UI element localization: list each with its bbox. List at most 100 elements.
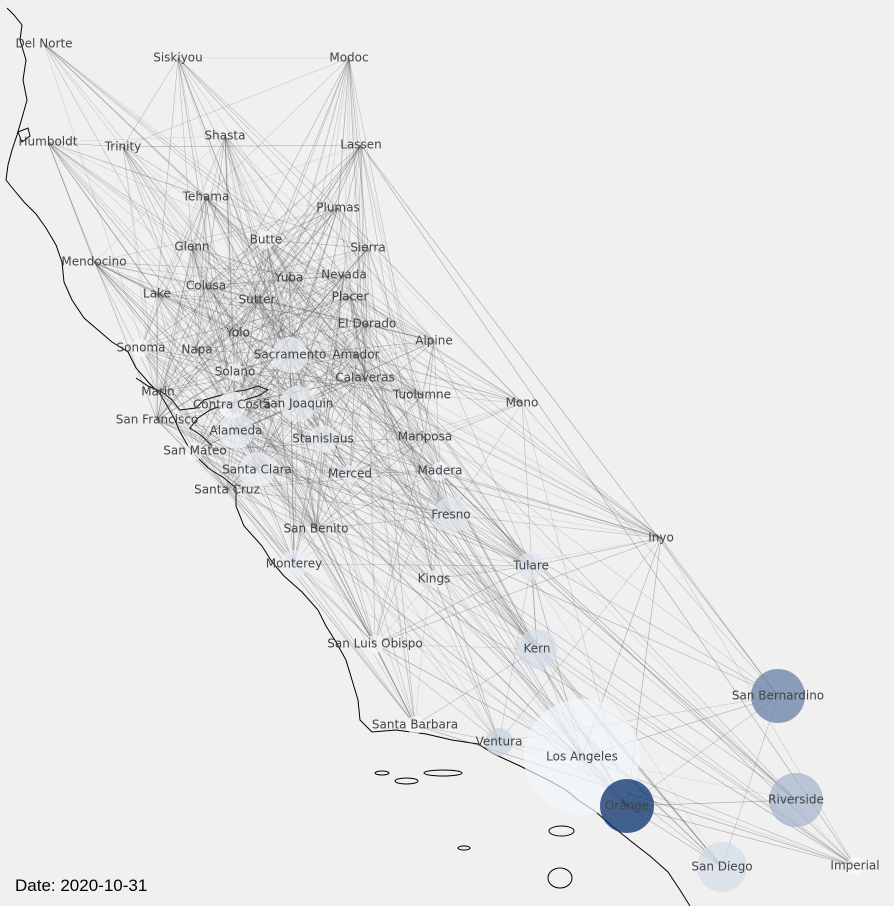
edge-modoc-nevada: [343, 57, 350, 276]
edge-butte-riverside: [265, 239, 797, 801]
edge-humboldt-mendocino: [47, 141, 95, 263]
edge-nevada-solano: [234, 274, 345, 373]
edge-tehama-sutter: [205, 196, 258, 301]
edge-sierra-mono: [367, 247, 523, 404]
edge-madera-san-luis-obispo: [374, 470, 441, 645]
edge-calaveras-tuolumne: [364, 377, 423, 396]
edge-solano-tuolumne: [234, 371, 423, 396]
edge-amador-merced: [349, 354, 357, 475]
edge-sierra-stanislaus: [322, 247, 369, 440]
edge-trinity-sutter: [122, 146, 258, 301]
edge-tehama-plumas: [205, 196, 339, 209]
edge-alpine-madera: [433, 340, 441, 472]
edge-solano-santa-barbara: [234, 371, 416, 726]
edge-madera-monterey: [293, 470, 441, 565]
edge-shasta-nevada: [224, 135, 345, 276]
edge-sierra-sacramento: [289, 247, 369, 356]
edge-orange-riverside: [626, 799, 797, 807]
edge-sierra-solano: [234, 247, 369, 373]
edge-placer-marin: [157, 296, 351, 393]
edge-tehama-sacramento: [205, 196, 291, 356]
edge-tehama-los-angeles: [205, 196, 583, 758]
edge-mendocino-monterey: [93, 261, 295, 565]
edge-plumas-mono: [337, 207, 523, 404]
edge-mendocino-colusa: [93, 261, 207, 287]
edge-calaveras-san-benito: [315, 377, 366, 530]
edge-sutter-yolo: [237, 299, 258, 334]
edge-sierra-santa-clara: [256, 247, 369, 471]
label-los-angeles: Los Angeles: [546, 750, 618, 764]
edge-fresno-inyo: [450, 514, 662, 539]
edge-stanislaus-inyo: [322, 438, 662, 539]
edge-plumas-el-dorado: [337, 207, 368, 325]
edge-humboldt-napa: [47, 141, 198, 351]
edge-lassen-san-bernardino: [360, 144, 779, 697]
edge-tehama-placer: [205, 196, 351, 298]
node-kings: [425, 570, 443, 588]
edge-mono-kern: [521, 402, 538, 650]
edge-el-dorado-tulare: [366, 323, 532, 567]
edge-lassen-el-dorado: [360, 144, 368, 325]
edge-butte-yolo: [237, 239, 267, 334]
edge-yolo-kings: [237, 332, 435, 580]
edge-el-dorado-alameda: [235, 323, 368, 432]
coastline-segment: [17, 127, 31, 143]
edge-madera-tulare: [439, 470, 532, 567]
edge-sacramento-san-diego: [289, 354, 723, 868]
edge-alameda-kings: [235, 430, 435, 580]
edge-yuba-san-mateo: [194, 277, 290, 452]
edge-yuba-marin: [157, 277, 290, 393]
edge-merced-san-benito: [315, 473, 351, 530]
edge-shasta-yolo: [224, 135, 239, 334]
edge-tehama-lake: [156, 196, 207, 295]
edge-plumas-san-francisco: [156, 207, 339, 421]
edge-amador-inyo: [355, 354, 662, 539]
edge-lake-marin: [156, 293, 159, 393]
edge-mendocino-sacramento: [93, 261, 291, 356]
edge-el-dorado-kings: [366, 323, 435, 580]
edge-sierra-alameda: [235, 247, 369, 432]
edge-tehama-calaveras: [205, 196, 366, 379]
edge-amador-mono: [355, 354, 523, 404]
edge-sonoma-tuolumne: [140, 347, 423, 396]
edge-plumas-fresno: [337, 207, 452, 516]
edge-sutter-san-francisco: [156, 299, 258, 421]
label-mariposa: Mariposa: [398, 430, 453, 444]
label-merced: Merced: [328, 467, 372, 481]
edge-trinity-contra-costa: [122, 146, 233, 406]
edge-stanislaus-san-bernardino: [322, 438, 779, 697]
edge-colusa-tuolumne: [205, 285, 423, 396]
label-kings: Kings: [418, 572, 451, 586]
edge-alpine-stanislaus: [322, 340, 435, 440]
date-label: Date: 2020-10-31: [15, 876, 148, 895]
node-monterey: [280, 550, 308, 578]
edge-lassen-yolo: [237, 144, 362, 334]
edge-santa-barbara-ventura: [414, 724, 500, 743]
edge-placer-santa-barbara: [349, 296, 416, 726]
edge-shasta-solano: [224, 135, 236, 373]
edge-nevada-monterey: [293, 274, 345, 565]
edge-san-luis-obispo-santa-barbara: [374, 643, 416, 726]
edge-lake-san-joaquin: [156, 293, 299, 405]
edge-siskiyou-tulare: [177, 57, 532, 567]
edge-shasta-mendocino: [93, 135, 226, 263]
edge-sierra-napa: [196, 247, 369, 351]
label-mendocino: Mendocino: [61, 255, 126, 269]
edge-nevada-lake: [156, 274, 345, 295]
edge-inyo-kings: [433, 537, 662, 580]
label-sutter: Sutter: [239, 293, 276, 307]
edge-marin-san-benito: [157, 391, 317, 530]
edge-sonoma-san-joaquin: [140, 347, 299, 405]
label-fresno: Fresno: [431, 508, 470, 522]
edge-shasta-san-francisco: [156, 135, 226, 421]
edge-placer-napa: [196, 296, 351, 351]
label-del-norte: Del Norte: [15, 37, 72, 51]
island: [547, 867, 573, 889]
edge-san-benito-kings: [315, 528, 435, 580]
edge-sutter-tuolumne: [256, 299, 423, 396]
label-santa-cruz: Santa Cruz: [194, 483, 260, 497]
edge-yuba-imperial: [288, 277, 856, 867]
edge-tehama-napa: [196, 196, 207, 351]
label-contra-costa: Contra Costa: [193, 398, 271, 412]
edge-madera-san-benito: [315, 470, 441, 530]
